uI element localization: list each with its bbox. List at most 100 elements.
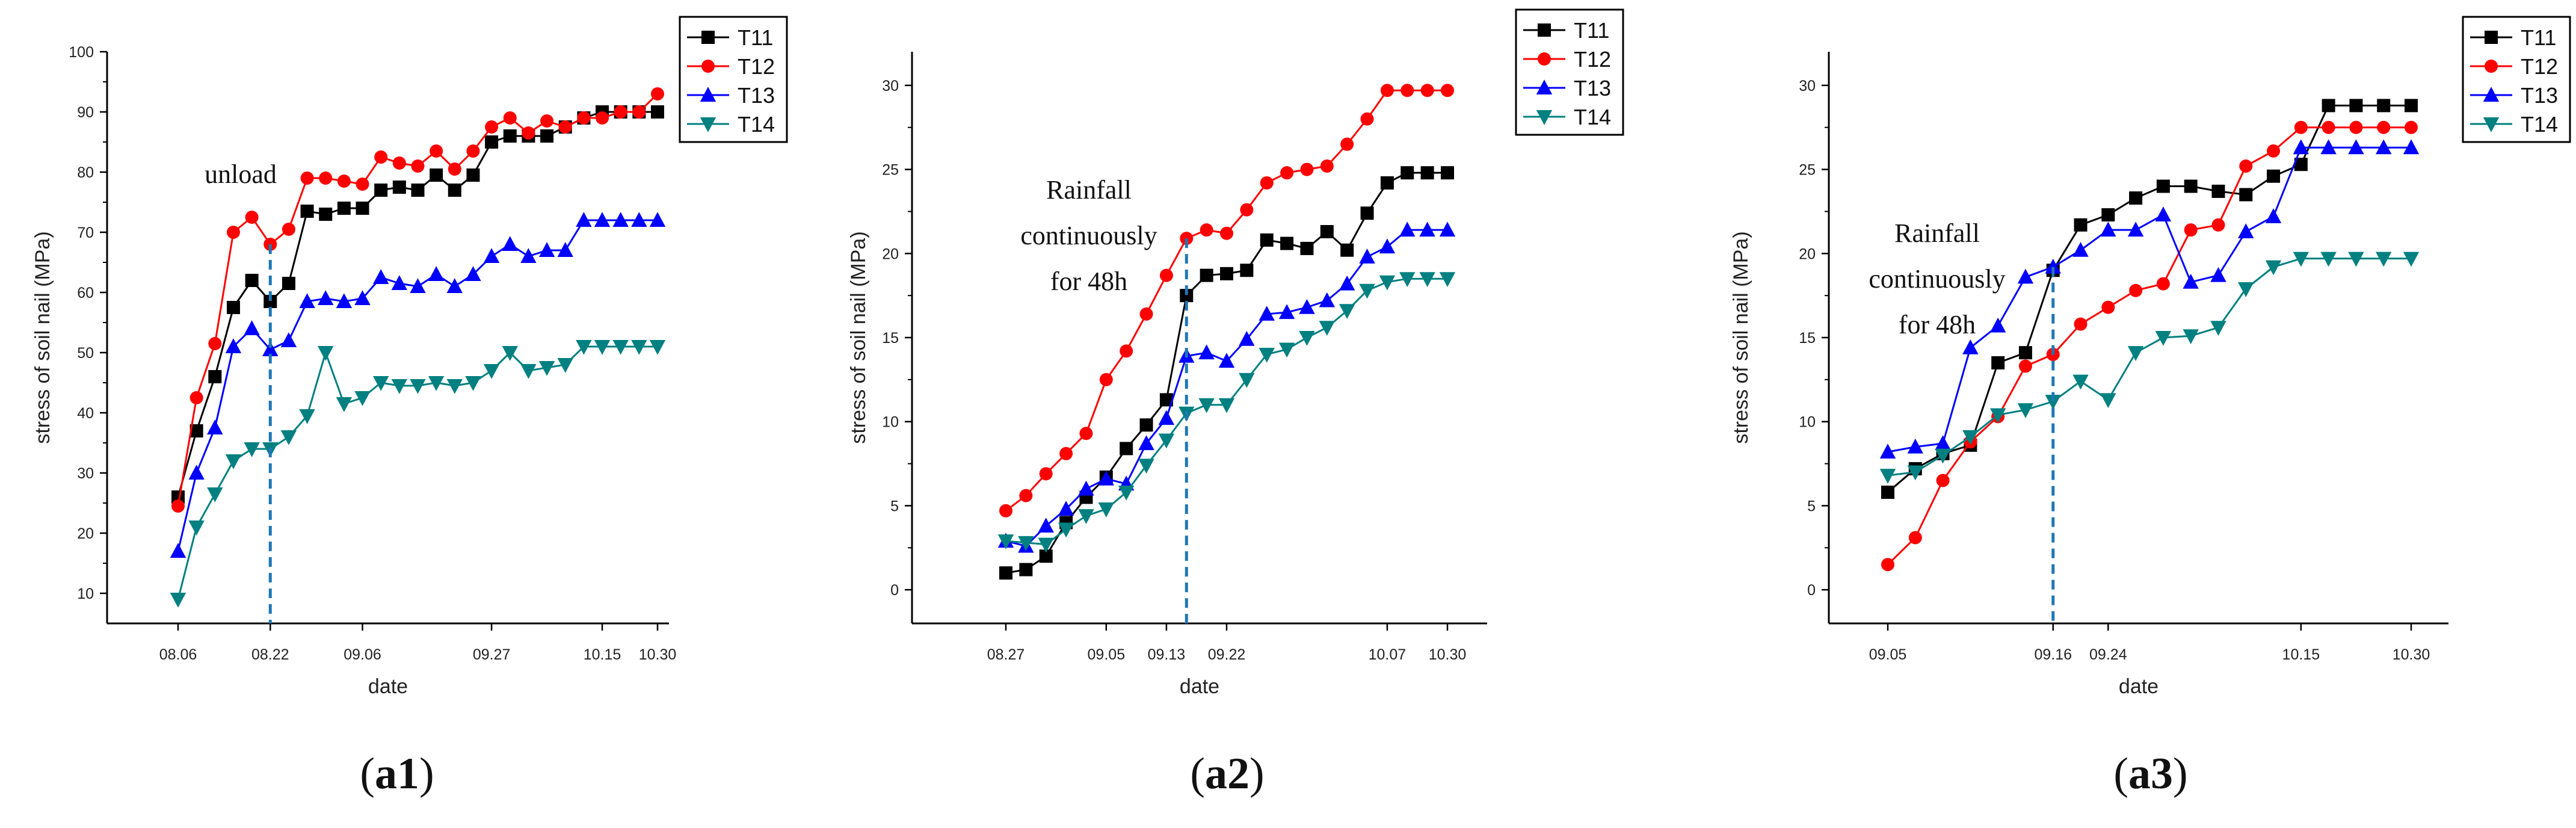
y-tick-label: 100 [69,44,94,61]
data-point [2265,208,2282,223]
data-point [170,543,186,558]
data-point [188,465,205,480]
x-tick-label: 08.22 [251,646,289,663]
data-point [1935,435,1951,451]
data-point [649,212,666,227]
data-point [1400,84,1414,97]
series-T14 [1879,252,2420,484]
y-tick-label: 30 [1799,78,1816,94]
legend-marker [700,117,716,132]
y-tick-label: 10 [77,585,94,602]
data-point [1120,344,1133,358]
legend-label: T13 [738,83,775,108]
series-T14 [170,340,666,608]
data-point [2265,260,2282,276]
data-point [538,242,555,257]
data-point [1907,465,1923,481]
data-point [502,346,518,361]
data-point [2267,169,2281,183]
data-point [1120,442,1133,456]
data-point [1420,84,1434,97]
x-axis-title: date [2119,675,2158,698]
data-point [1159,268,1173,282]
data-point [1239,372,1255,388]
data-point [594,212,611,227]
data-point [1962,339,1979,354]
x-tick-label: 08.27 [987,646,1025,663]
data-point [2210,267,2226,282]
legend-label: T13 [2521,83,2558,108]
data-point [651,105,664,119]
caption-paren-open: ( [2113,749,2128,799]
legend-label: T12 [738,54,775,79]
data-point [999,566,1012,580]
data-point [1079,427,1093,440]
legend-marker [700,87,716,102]
data-point [612,340,629,355]
data-point [356,178,369,191]
series-T12 [1881,120,2418,572]
data-point [2403,139,2420,155]
x-tick-label: 10.15 [584,646,621,663]
data-point [2129,283,2143,297]
legend-label: T11 [1574,18,1609,43]
data-point [2183,274,2199,289]
data-point [1400,166,1414,180]
data-point [2376,252,2392,267]
data-point [2183,329,2199,344]
data-point [1218,353,1235,368]
y-tick-label: 90 [77,104,94,121]
data-point [1259,306,1275,321]
data-point [319,171,333,185]
series-T14 [997,272,1456,553]
data-point [1218,398,1235,413]
data-point [540,114,554,128]
y-tick-label: 20 [882,246,899,262]
legend: T11 T12 T13 T14 [1515,8,1624,136]
data-point [391,275,408,290]
data-point [354,290,371,305]
data-point [448,162,461,176]
data-point [300,205,314,218]
legend-label: T11 [738,25,773,50]
data-point [225,338,242,353]
data-point [2405,120,2418,134]
legend-marker [701,60,715,73]
data-point [502,236,518,251]
data-point [483,248,500,263]
data-point [1019,489,1033,502]
data-point [171,499,185,513]
data-point [1019,563,1033,576]
data-point [1058,501,1074,516]
data-point [1278,304,1295,320]
y-tick-label: 25 [1799,162,1816,179]
data-point [244,320,260,335]
data-point [596,111,609,125]
y-tick-label: 30 [882,78,899,94]
data-point [245,274,259,287]
data-point [2267,144,2281,158]
data-point [576,340,592,355]
x-tick-label: 09.05 [1088,646,1126,663]
data-point [280,430,297,445]
data-point [2072,241,2089,257]
legend-marker [1536,110,1553,125]
data-point [208,370,222,383]
data-point [1059,446,1073,460]
data-point [2294,120,2308,134]
data-point [1319,292,1336,307]
data-point [2322,120,2335,134]
panel-caption: (a2) [1190,749,1264,799]
data-point [2294,158,2308,171]
data-point [1039,549,1053,563]
y-axis-title: stress of soil nail (MPa) [31,231,54,443]
legend-marker [2483,87,2500,102]
data-point [318,290,334,305]
data-point [1220,226,1233,240]
data-point [1379,238,1396,254]
chart-panel-2: 0 5 10 15 20 25 30 08.27 09.05 09.13 09.22 10.07 10.… [847,8,1624,799]
data-point [466,168,480,182]
annotation-text: for 48h [1050,267,1127,296]
data-point [1399,221,1416,237]
data-point [337,202,351,215]
